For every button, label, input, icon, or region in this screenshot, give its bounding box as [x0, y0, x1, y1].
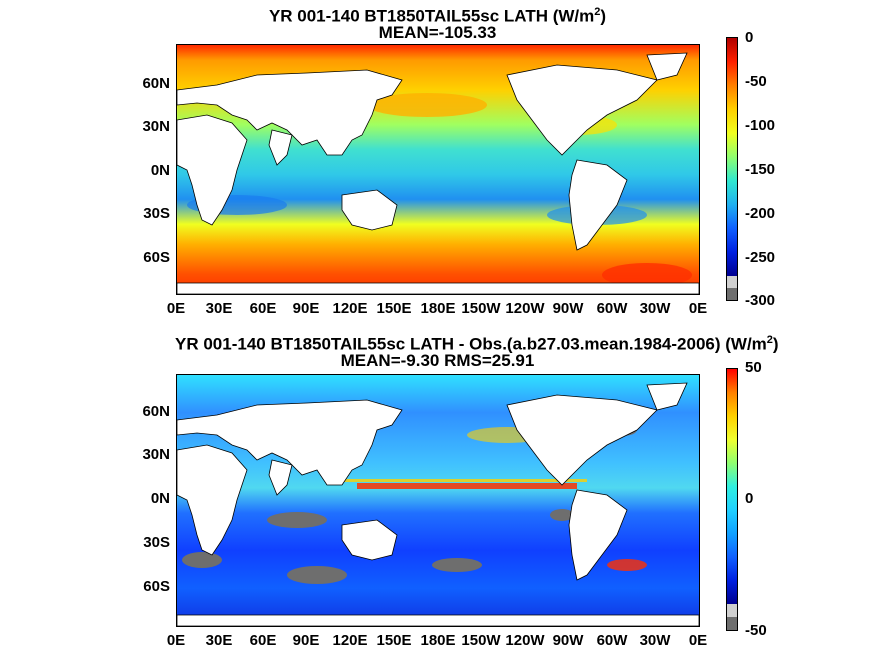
- panel-2-lon-150e: 150E: [376, 632, 412, 649]
- panel-1-lon-120e: 120E: [332, 300, 368, 317]
- panel-1-lon-axis: 0E 30E 60E 90E 120E 150E 180E 150W 120W …: [0, 301, 875, 319]
- panel-2-cbar-tick-m50: -50: [745, 622, 767, 639]
- panel-1-cbar-tick-m100: -100: [745, 117, 776, 134]
- panel-2-lon-0e: 0E: [166, 632, 186, 649]
- panel-2-lon-60e: 60E: [249, 632, 277, 649]
- panel-2-lon-180e: 180E: [420, 632, 456, 649]
- panel-1-cbar-tick-m150: -150: [745, 161, 776, 178]
- panel-2-lon-150w: 150W: [461, 632, 501, 649]
- panel-1-colorbar: [726, 37, 738, 301]
- panel-2-lon-120w: 120W: [505, 632, 545, 649]
- panel-1-lon-150w: 150W: [461, 300, 501, 317]
- panel-1-lat-60n: 60N: [142, 75, 170, 92]
- panel-1-lon-30w: 30W: [639, 300, 671, 317]
- panel-2-lat-30n: 30N: [142, 446, 170, 463]
- panel-2-cbar-tick-50: 50: [745, 359, 762, 376]
- panel-2-lon-0e-end: 0E: [688, 632, 708, 649]
- panel-2-lat-60s: 60S: [143, 578, 170, 595]
- panel-1-lat-60s: 60S: [143, 249, 170, 266]
- panel-1-cbar-tick-m300: -300: [745, 292, 776, 309]
- panel-1-cbar-tick-m50: -50: [745, 73, 767, 90]
- panel-1-map: [176, 44, 700, 295]
- panel-1-lat-30n: 30N: [142, 118, 170, 135]
- panel-1-cbar-tick-0: 0: [745, 29, 754, 46]
- panel-2-colorbar: [726, 368, 738, 631]
- panel-1-lon-0e: 0E: [166, 300, 186, 317]
- panel-1-lon-180e: 180E: [420, 300, 456, 317]
- panel-1-lat-30s: 30S: [143, 205, 170, 222]
- panel-1-lon-30e: 30E: [205, 300, 233, 317]
- panel-1-lon-120w: 120W: [505, 300, 545, 317]
- panel-2-lat-0n: 0N: [150, 490, 170, 507]
- panel-2-land: [177, 382, 699, 626]
- panel-2-lon-120e: 120E: [332, 632, 368, 649]
- panel-2-lat-30s: 30S: [143, 534, 170, 551]
- panel-1-lon-90w: 90W: [552, 300, 584, 317]
- panel-1-cbar-tick-m200: -200: [745, 205, 776, 222]
- panel-1-lon-60e: 60E: [249, 300, 277, 317]
- panel-2-lon-axis: 0E 30E 60E 90E 120E 150E 180E 150W 120W …: [0, 633, 875, 651]
- panel-2-lon-60w: 60W: [596, 632, 628, 649]
- panel-1-lon-60w: 60W: [596, 300, 628, 317]
- panel-1-title: YR 001-140 BT1850TAIL55sc LATH (W/m2): [268, 6, 607, 26]
- panel-1-lon-0e-end: 0E: [688, 300, 708, 317]
- panel-1-mean: MEAN=-105.33: [378, 23, 497, 42]
- panel-2-lon-90e: 90E: [292, 632, 320, 649]
- panel-1-cbar-tick-m250: -250: [745, 249, 776, 266]
- panel-1-lon-90e: 90E: [292, 300, 320, 317]
- panel-2-stats: MEAN=-9.30 RMS=25.91: [340, 351, 535, 370]
- panel-2-title-line1: YR 001-140 BT1850TAIL55sc LATH - Obs.(a.…: [175, 334, 767, 354]
- panel-1-land: [177, 52, 699, 294]
- panel-2-title: YR 001-140 BT1850TAIL55sc LATH - Obs.(a.…: [175, 334, 779, 354]
- panel-2-lat-60n: 60N: [142, 403, 170, 420]
- panel-2-map: [176, 374, 700, 627]
- panel-1-lat-0n: 0N: [150, 162, 170, 179]
- panel-2-lon-30e: 30E: [205, 632, 233, 649]
- panel-1-title-line1: YR 001-140 BT1850TAIL55sc LATH (W/m: [268, 6, 595, 26]
- panel-2-lon-30w: 30W: [639, 632, 671, 649]
- panel-2-lon-90w: 90W: [552, 632, 584, 649]
- panel-2-cbar-tick-0: 0: [745, 490, 754, 507]
- panel-1-lon-150e: 150E: [376, 300, 412, 317]
